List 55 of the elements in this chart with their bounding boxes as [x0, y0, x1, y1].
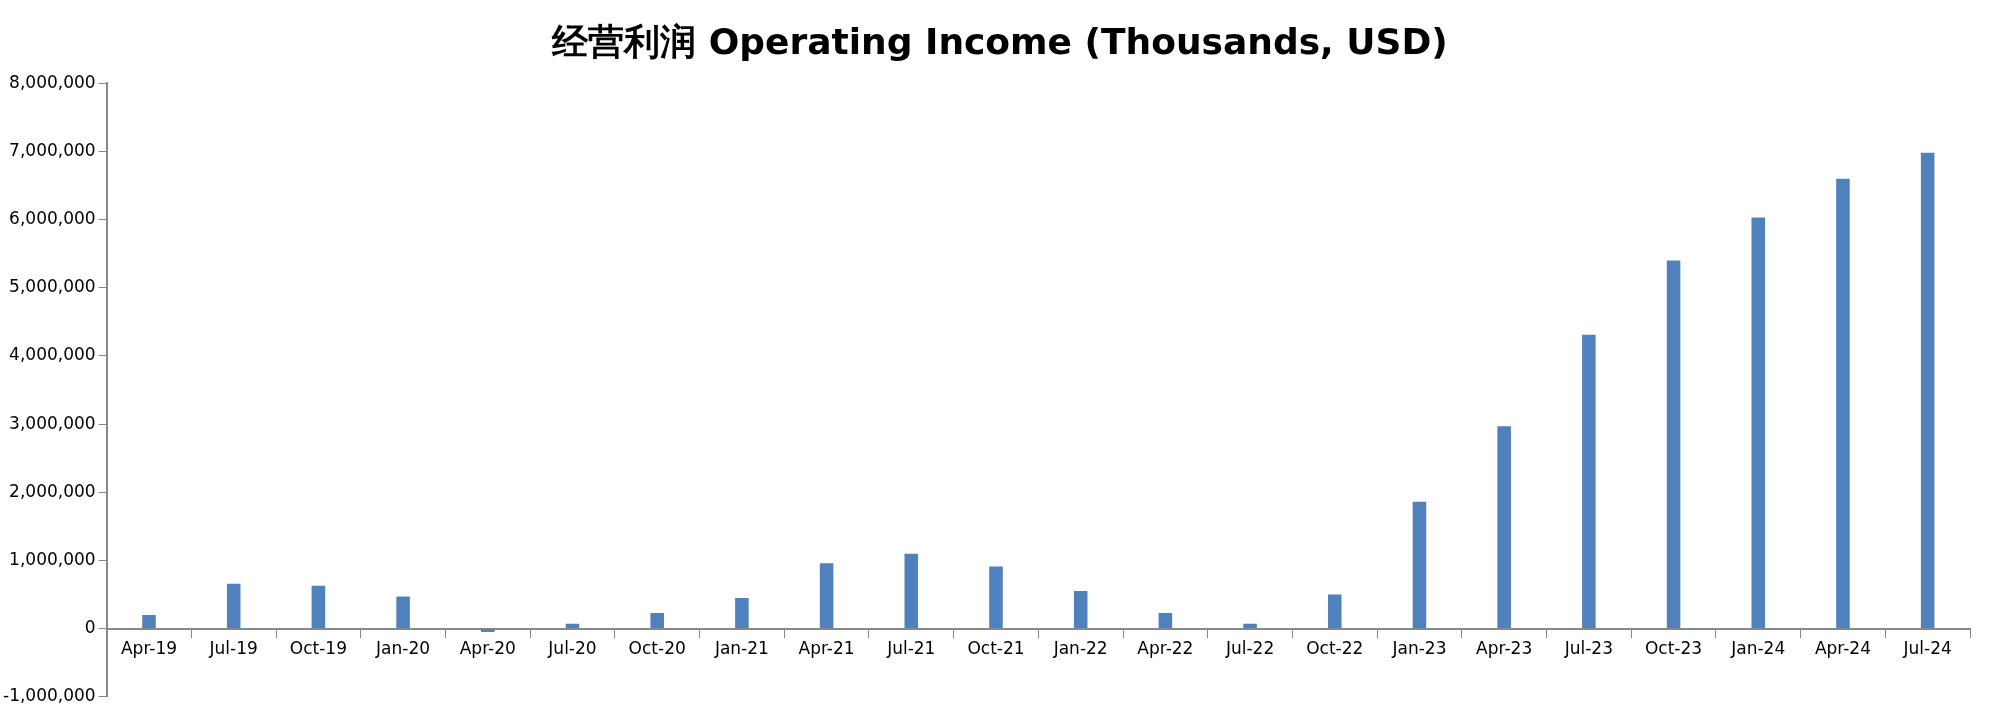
x-tick-label: Jan-20: [375, 638, 431, 659]
y-tick-label: 3,000,000: [9, 412, 96, 433]
x-tick-label: Jul-19: [208, 638, 258, 659]
bar: [1836, 178, 1850, 629]
bar: [1412, 501, 1427, 629]
x-tick-label: Oct-19: [289, 638, 347, 659]
x-tick-label: Jan-22: [1052, 638, 1108, 659]
bar: [481, 629, 495, 633]
x-tick-label: Oct-23: [1644, 638, 1703, 659]
bar: [1751, 217, 1766, 629]
y-tick-label: 2,000,000: [9, 480, 96, 501]
y-tick-label: 6,000,000: [9, 207, 96, 228]
bar: [1073, 591, 1088, 629]
bar: [1920, 152, 1935, 629]
x-tick-label: Oct-22: [1306, 638, 1364, 659]
x-tick-label: Jan-24: [1730, 638, 1786, 659]
y-tick-label: -1,000,000: [3, 685, 96, 706]
y-tick-label: 4,000,000: [9, 344, 96, 365]
bar: [1666, 260, 1681, 629]
bar: [904, 553, 919, 629]
x-tick-label: Apr-19: [120, 638, 178, 659]
bar: [735, 597, 749, 629]
y-tick-label: 1,000,000: [9, 548, 96, 569]
x-tick-label: Apr-21: [798, 638, 855, 659]
x-tick-label: Apr-24: [1814, 638, 1871, 659]
x-tick-label: Jul-24: [1902, 638, 1952, 659]
bar: [1582, 334, 1596, 629]
bar: [1243, 623, 1257, 629]
y-tick-label: 0: [84, 617, 96, 638]
x-tick-label: Jul-21: [886, 638, 936, 659]
bar: [142, 614, 156, 629]
bar: [819, 563, 834, 629]
x-tick-label: Jul-20: [547, 638, 597, 659]
bar: [1327, 594, 1342, 629]
bar: [1158, 612, 1173, 629]
x-tick-label: Oct-21: [967, 638, 1025, 659]
bar: [311, 585, 326, 629]
bar: [396, 596, 410, 629]
x-tick-label: Oct-20: [628, 638, 686, 659]
bar: [989, 566, 1003, 629]
x-tick-label: Jul-22: [1224, 638, 1275, 659]
bar: [1497, 426, 1511, 629]
y-tick-label: 8,000,000: [9, 71, 96, 92]
bar: [565, 623, 580, 629]
x-tick-label: Jan-21: [713, 638, 769, 659]
y-tick-label: 7,000,000: [9, 139, 96, 160]
x-tick-label: Jul-23: [1563, 638, 1613, 659]
x-tick-label: Apr-20: [459, 638, 516, 659]
x-tick-label: Apr-22: [1137, 638, 1194, 659]
chart-title: 经营利润 Operating Income (Thousands, USD): [550, 20, 1449, 64]
bar: [226, 583, 241, 629]
x-tick-label: Jan-23: [1391, 638, 1447, 659]
bar: [650, 612, 664, 629]
x-tick-label: Apr-23: [1476, 638, 1533, 659]
y-tick-label: 5,000,000: [9, 276, 96, 297]
